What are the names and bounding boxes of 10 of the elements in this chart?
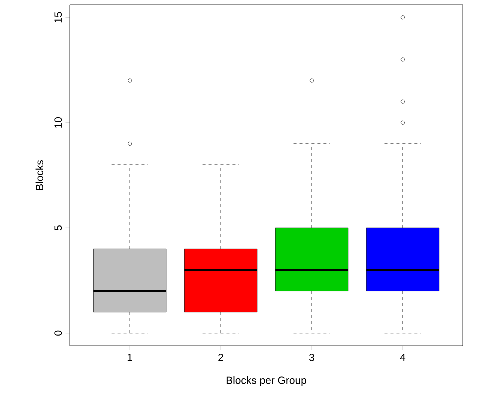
x-tick-label: 4 [400, 354, 406, 362]
x-tick-label: 2 [218, 354, 224, 362]
y-tick-label: 0 [54, 330, 62, 336]
x-tick-label: 1 [128, 354, 132, 362]
y-axis-title: Blocks [36, 160, 44, 190]
y-tick-label: 15 [54, 12, 62, 23]
x-tick-label: 3 [309, 354, 314, 362]
x-axis-title: Blocks per Group [226, 376, 306, 386]
y-tick-label: 5 [54, 226, 62, 231]
y-tick-label: 10 [54, 117, 62, 128]
